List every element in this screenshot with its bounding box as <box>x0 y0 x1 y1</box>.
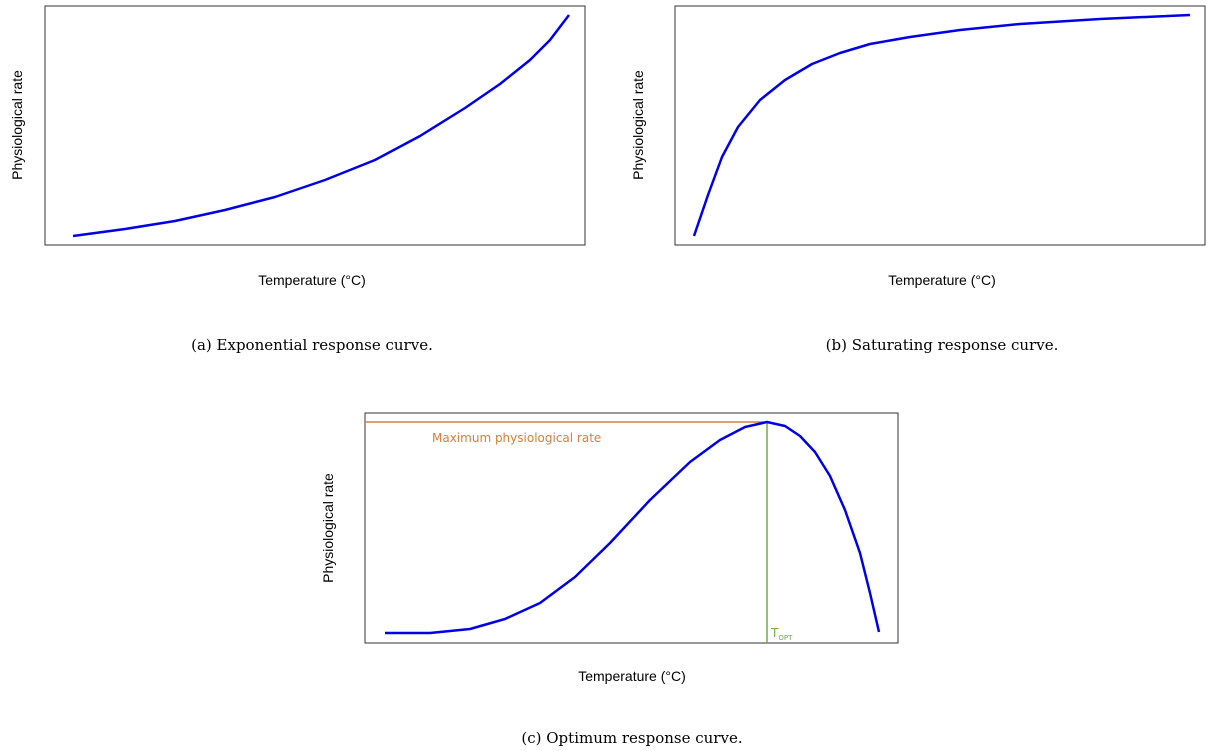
plot-frame <box>44 5 586 246</box>
x-axis-label: Temperature (°C) <box>888 272 996 288</box>
y-axis-label: Physiological rate <box>9 70 25 180</box>
plot-frame <box>674 5 1206 246</box>
response-curve <box>692 13 1191 237</box>
y-axis-label: Physiological rate <box>320 473 336 583</box>
x-axis-label: Temperature (°C) <box>578 668 686 684</box>
caption: (c) Optimum response curve. <box>521 729 742 747</box>
max-rate-label: Maximum physiological rate <box>432 431 601 445</box>
t-opt-main: T <box>770 626 779 640</box>
response-curve <box>72 14 570 238</box>
response-curve <box>385 420 881 635</box>
y-axis-label: Physiological rate <box>630 70 646 180</box>
t-opt-label: TOPT <box>770 626 793 642</box>
plot-frame <box>364 412 899 644</box>
caption: (a) Exponential response curve. <box>191 336 433 354</box>
caption: (b) Saturating response curve. <box>826 336 1059 354</box>
t-opt-subscript: OPT <box>778 634 793 642</box>
x-axis-label: Temperature (°C) <box>258 272 366 288</box>
